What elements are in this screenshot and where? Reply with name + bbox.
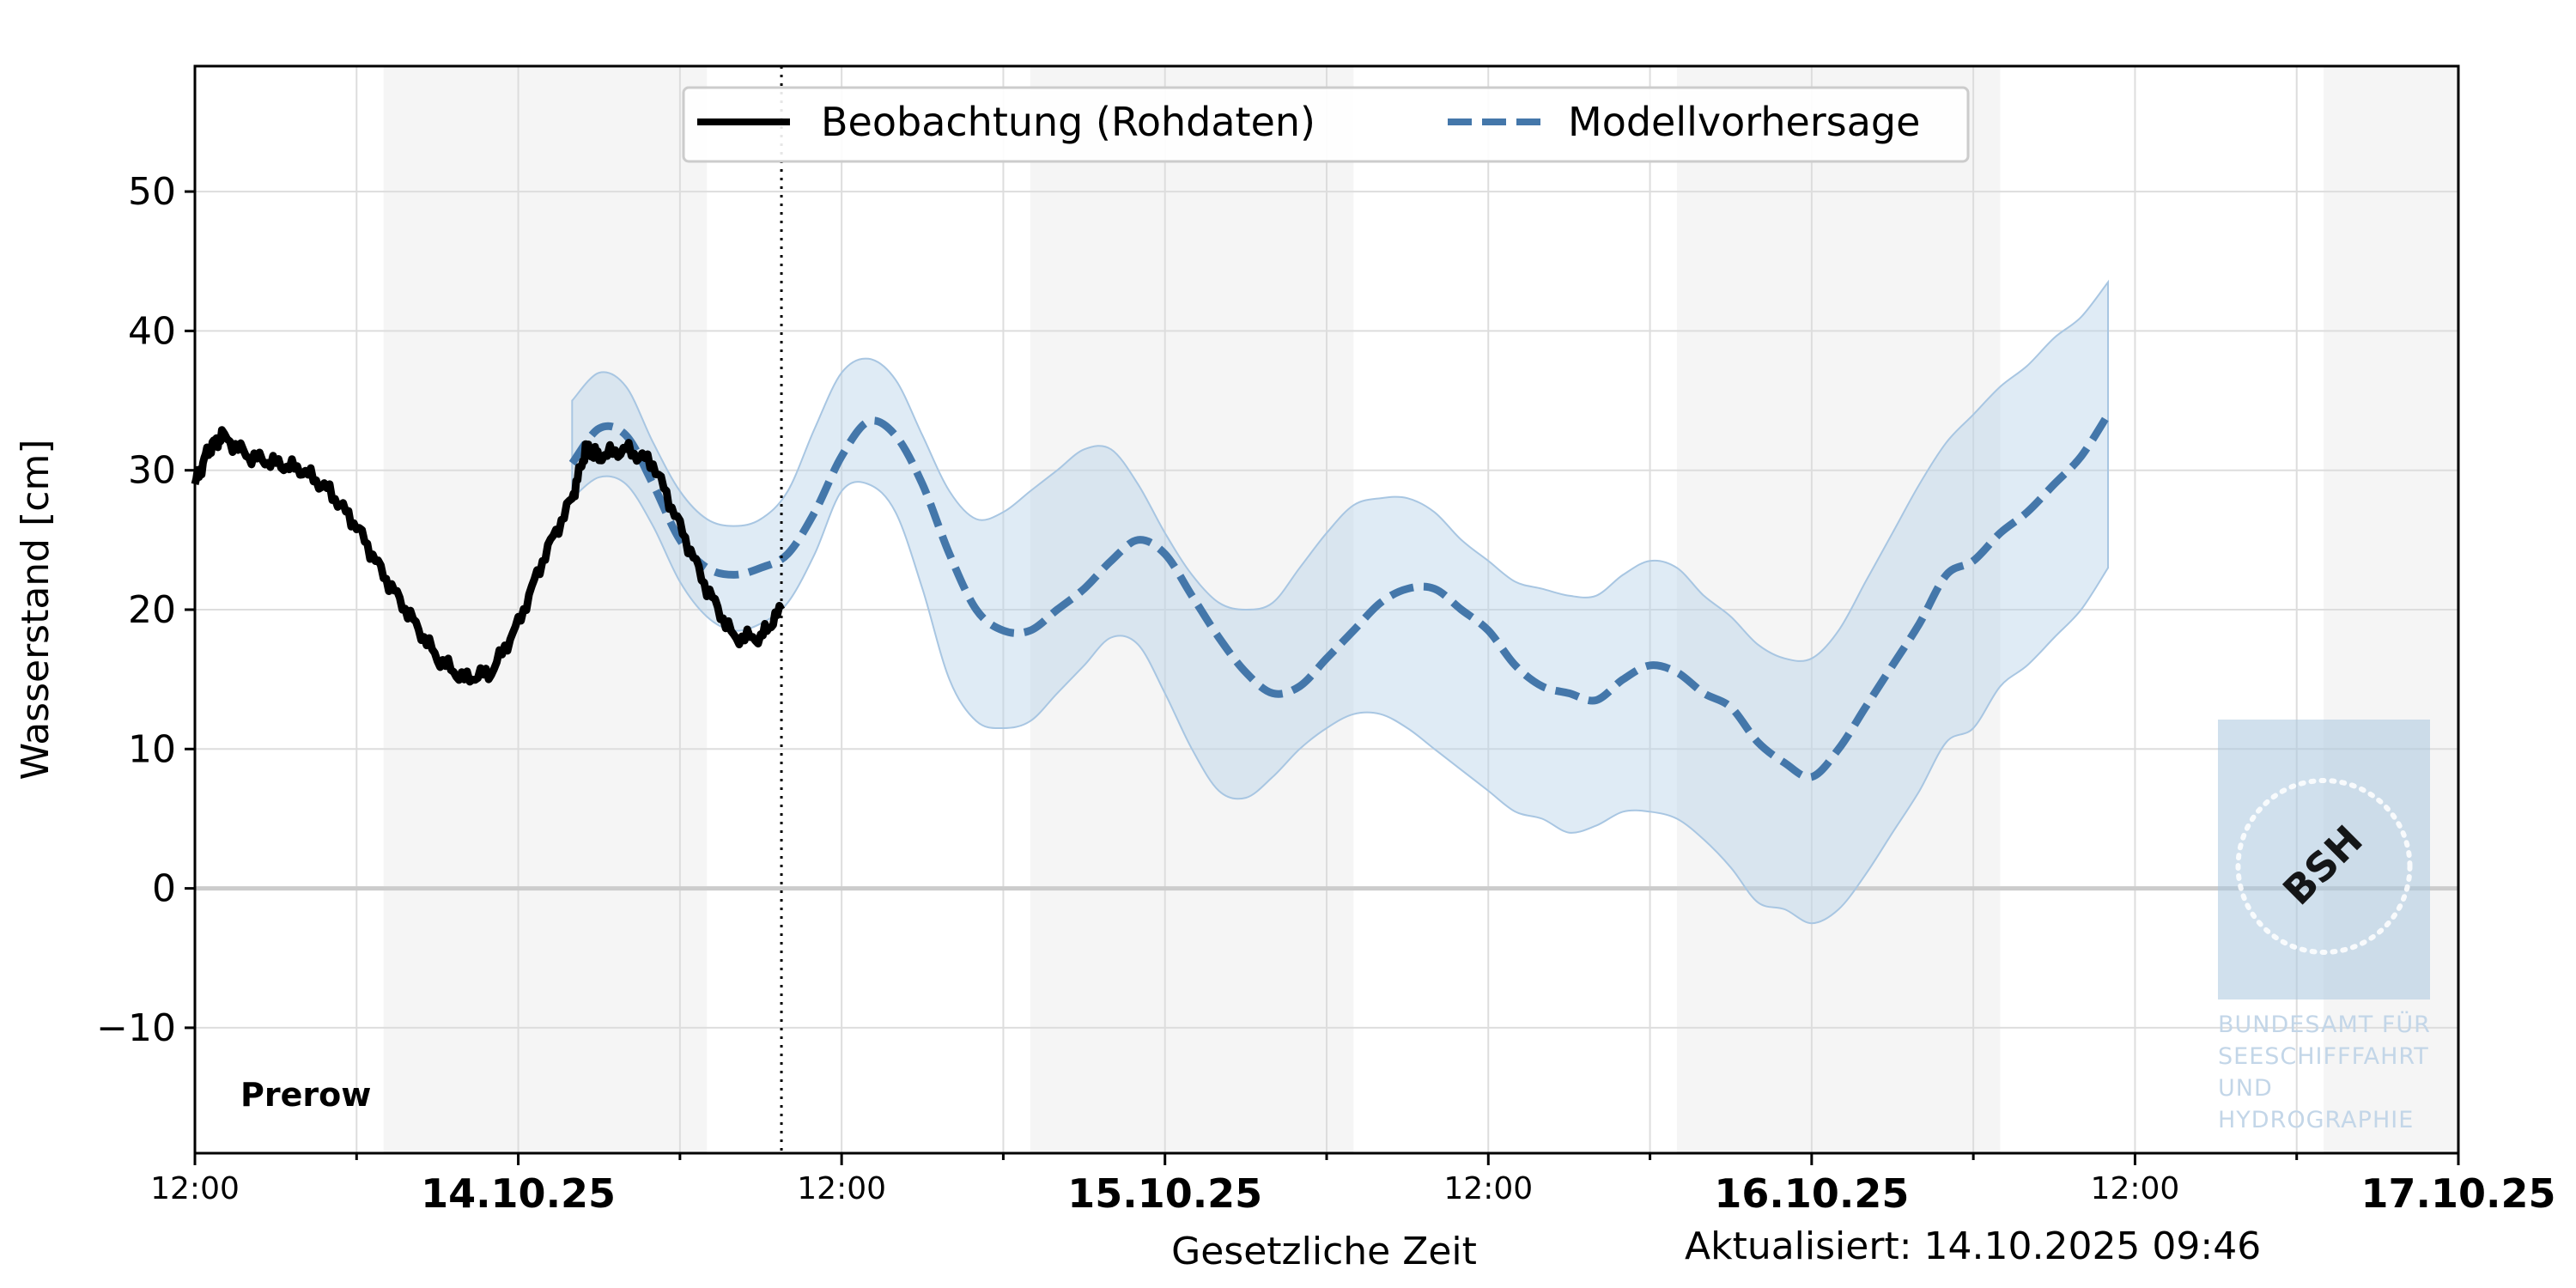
x-tick-label: 16.10.25 — [1714, 1170, 1909, 1217]
logo-text-line: BUNDESAMT FÜR — [2218, 1011, 2431, 1038]
x-axis-ticks: 12:00 14.10.25 12:00 15.10.25 12:00 16.10.25 1… — [150, 1153, 2556, 1217]
x-tick-label: 12:00 — [150, 1171, 240, 1206]
x-tick-label: 12:00 — [2091, 1171, 2180, 1206]
y-tick-label: 10 — [128, 727, 176, 771]
y-tick-label: 20 — [128, 588, 176, 632]
x-tick-label: 15.10.25 — [1067, 1170, 1262, 1217]
logo-ring — [2235, 778, 2413, 955]
forecast-uncertainty-band — [571, 279, 2109, 925]
legend-label-forecast: Modellvorhersage — [1568, 99, 1920, 145]
x-axis-label: Gesetzliche Zeit — [1171, 1230, 1477, 1273]
x-tick-label: 12:00 — [1443, 1171, 1533, 1206]
station-name: Prerow — [240, 1076, 371, 1114]
logo-text-line: SEESCHIFFFAHRT — [2218, 1043, 2429, 1070]
updated-timestamp: Aktualisiert: 14.10.2025 09:46 — [1685, 1224, 2261, 1268]
logo-text-line: HYDROGRAPHIE — [2218, 1107, 2414, 1133]
x-tick-label: 14.10.25 — [421, 1170, 616, 1217]
y-axis-label: Wasserstand [cm] — [14, 440, 58, 781]
uncertainty-area — [571, 279, 2109, 925]
y-tick-label: 0 — [152, 867, 176, 911]
legend-label-observation: Beobachtung (Rohdaten) — [821, 99, 1315, 145]
y-tick-label: 50 — [128, 170, 176, 214]
legend-box — [682, 86, 1970, 163]
y-tick-label: −10 — [96, 1006, 176, 1050]
forecast-line — [568, 412, 2111, 781]
x-tick-label: 17.10.25 — [2361, 1170, 2556, 1217]
logo-text-line: UND — [2218, 1075, 2273, 1102]
series-lines — [191, 66, 2111, 1153]
observation-line — [191, 426, 786, 686]
x-tick-label: 12:00 — [797, 1171, 886, 1206]
legend: Beobachtung (Rohdaten) Modellvorhersage — [682, 86, 1970, 163]
y-tick-label: 40 — [128, 309, 176, 353]
y-axis-ticks: −10 0 10 20 30 40 50 — [96, 170, 195, 1050]
y-tick-label: 30 — [128, 449, 176, 493]
